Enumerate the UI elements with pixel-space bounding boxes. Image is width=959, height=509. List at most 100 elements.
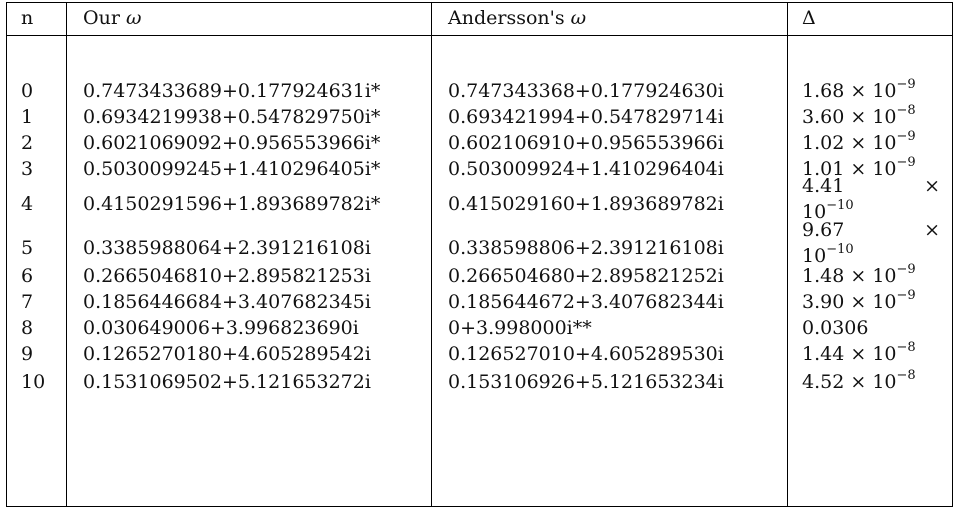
row-andersson-omega: 0.503009924+1.410296404i [448,158,724,180]
column-divider [66,2,67,507]
delta-exponent: −10 [826,197,854,213]
delta-mantissa: 1.68 [802,80,845,102]
delta-exponent: −9 [896,76,916,92]
times-symbol: × [850,265,867,287]
omega-symbol: ω [570,7,587,29]
delta-line: 10−10 [802,243,940,269]
delta-base: 10 [872,291,897,313]
delta-exponent: −8 [896,367,916,383]
delta-mantissa: 9.67 [802,219,845,241]
column-divider [787,2,788,507]
row-n: 0 [21,80,34,102]
row-delta: 9.67 × 10−10 [802,217,940,269]
row-andersson-omega: 0.153106926+5.121653234i [448,371,724,393]
row-n: 4 [21,193,34,215]
row-n: 5 [21,237,34,259]
delta-exponent: −9 [896,261,916,277]
delta-mantissa: 4.41 [802,175,845,197]
row-delta: 4.52 × 10−8 [802,369,940,395]
row-our-omega: 0.030649006+3.996823690i [83,317,359,339]
row-n: 2 [21,132,34,154]
row-delta: 3.90 × 10−9 [802,289,940,315]
delta-base: 10 [872,132,897,154]
delta-exponent: −10 [826,241,854,257]
row-andersson-omega: 0.693421994+0.547829714i [448,106,724,128]
row-n: 8 [21,317,34,339]
row-andersson-omega: 0.126527010+4.605289530i [448,343,724,365]
delta-mantissa: 3.60 [802,106,845,128]
row-delta: 3.60 × 10−8 [802,104,940,130]
row-n: 1 [21,106,34,128]
row-andersson-omega: 0.602106910+0.956553966i [448,132,724,154]
row-n: 6 [21,265,34,287]
header-our-label: Our [83,7,126,29]
row-our-omega: 0.6021069092+0.956553966i* [83,132,381,154]
row-our-omega: 0.3385988064+2.391216108i [83,237,371,259]
header-our-omega: Our ω [83,7,141,29]
header-divider [6,35,953,36]
header-delta: Δ [802,7,816,29]
delta-mantissa: 3.90 [802,291,845,313]
row-delta: 0.0306 [802,315,940,341]
times-symbol: × [924,219,940,241]
delta-exponent: −9 [896,154,916,170]
table-frame [6,2,953,507]
times-symbol: × [924,175,940,197]
delta-base: 10 [872,106,897,128]
row-delta: 1.02 × 10−9 [802,130,940,156]
delta-mantissa: 1.01 [802,158,845,180]
delta-mantissa: 1.02 [802,132,845,154]
row-our-omega: 0.6934219938+0.547829750i* [83,106,381,128]
delta-mantissa: 4.52 [802,371,845,393]
times-symbol: × [850,106,867,128]
row-our-omega: 0.4150291596+1.893689782i* [83,193,381,215]
row-andersson-omega: 0.747343368+0.177924630i [448,80,724,102]
row-andersson-omega: 0.185644672+3.407682344i [448,291,724,313]
delta-base: 10 [872,158,897,180]
row-our-omega: 0.1531069502+5.121653272i [83,371,371,393]
row-n: 3 [21,158,34,180]
row-delta: 1.01 × 10−9 [802,156,940,182]
row-andersson-omega: 0+3.998000i** [448,317,592,339]
row-delta: 1.68 × 10−9 [802,78,940,104]
times-symbol: × [850,343,867,365]
delta-exponent: −9 [896,287,916,303]
delta-base: 10 [872,343,897,365]
row-our-omega: 0.5030099245+1.410296405i* [83,158,381,180]
header-andersson-omega: Andersson's ω [448,7,586,29]
delta-mantissa: 1.44 [802,343,845,365]
row-n: 7 [21,291,34,313]
delta-base: 10 [802,245,827,267]
row-n: 9 [21,343,34,365]
header-n: n [21,7,34,29]
header-andersson-label: Andersson's [448,7,571,29]
row-andersson-omega: 0.266504680+2.895821252i [448,265,724,287]
row-andersson-omega: 0.338598806+2.391216108i [448,237,724,259]
times-symbol: × [850,371,867,393]
delta-exponent: −8 [896,102,916,118]
omega-symbol: ω [125,7,142,29]
delta-mantissa: 1.48 [802,265,845,287]
delta-line: 9.67 × [802,217,940,243]
delta-base: 10 [872,265,897,287]
row-our-omega: 0.2665046810+2.895821253i [83,265,371,287]
times-symbol: × [850,132,867,154]
row-delta: 4.41 × 10−10 [802,173,940,225]
row-andersson-omega: 0.415029160+1.893689782i [448,193,724,215]
row-delta: 1.48 × 10−9 [802,263,940,289]
row-n: 10 [21,371,46,393]
row-our-omega: 0.1265270180+4.605289542i [83,343,371,365]
delta-base: 10 [802,201,827,223]
delta-line: 4.41 × [802,173,940,199]
delta-base: 10 [872,80,897,102]
delta-base: 10 [872,371,897,393]
times-symbol: × [850,291,867,313]
column-divider [431,2,432,507]
delta-exponent: −8 [896,339,916,355]
delta-value: 0.0306 [802,317,869,339]
delta-line: 10−10 [802,199,940,225]
row-delta: 1.44 × 10−8 [802,341,940,367]
delta-exponent: −9 [896,128,916,144]
row-our-omega: 0.7473433689+0.177924631i* [83,80,381,102]
row-our-omega: 0.1856446684+3.407682345i [83,291,371,313]
